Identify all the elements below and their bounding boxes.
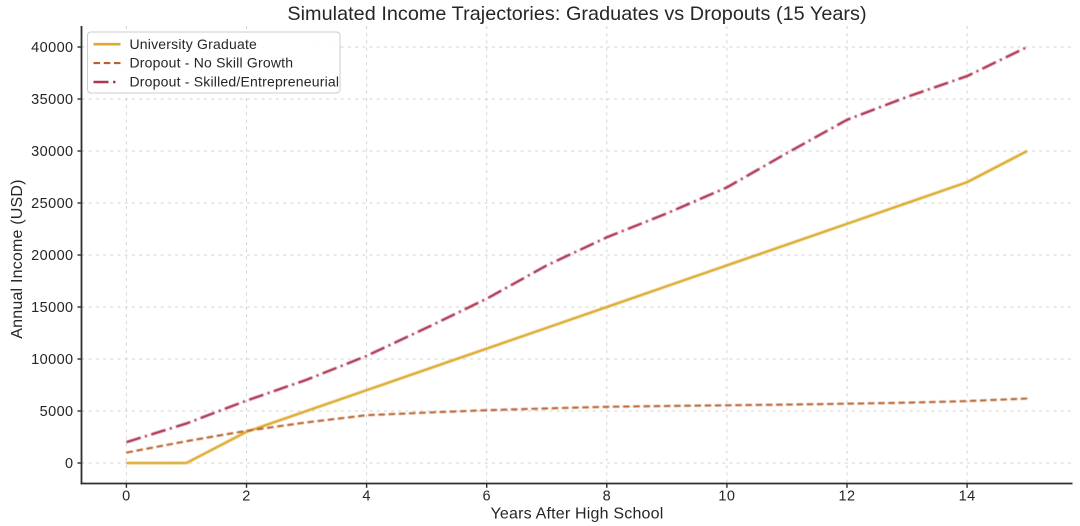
svg-text:35000: 35000 (31, 92, 73, 108)
svg-text:6: 6 (482, 489, 490, 505)
svg-text:Dropout - No Skill Growth: Dropout - No Skill Growth (130, 55, 294, 71)
svg-text:4: 4 (362, 489, 370, 505)
svg-text:Annual Income (USD): Annual Income (USD) (9, 179, 26, 338)
svg-text:14: 14 (959, 489, 976, 505)
svg-text:2: 2 (242, 489, 250, 505)
svg-text:Years After High School: Years After High School (491, 506, 664, 523)
svg-text:12: 12 (839, 489, 856, 505)
svg-text:40000: 40000 (31, 40, 73, 56)
svg-text:Dropout - Skilled/Entrepreneur: Dropout - Skilled/Entrepreneurial (130, 74, 340, 90)
svg-text:University Graduate: University Graduate (130, 36, 258, 52)
svg-text:0: 0 (122, 489, 130, 505)
svg-text:15000: 15000 (31, 300, 73, 316)
svg-text:Simulated Income Trajectories:: Simulated Income Trajectories: Graduates… (287, 3, 866, 25)
svg-text:10000: 10000 (31, 352, 73, 368)
svg-text:0: 0 (65, 456, 73, 472)
svg-text:5000: 5000 (40, 404, 74, 420)
svg-text:25000: 25000 (31, 196, 73, 212)
svg-text:10: 10 (718, 489, 735, 505)
svg-text:30000: 30000 (31, 144, 73, 160)
svg-text:8: 8 (603, 489, 611, 505)
svg-text:20000: 20000 (31, 248, 73, 264)
